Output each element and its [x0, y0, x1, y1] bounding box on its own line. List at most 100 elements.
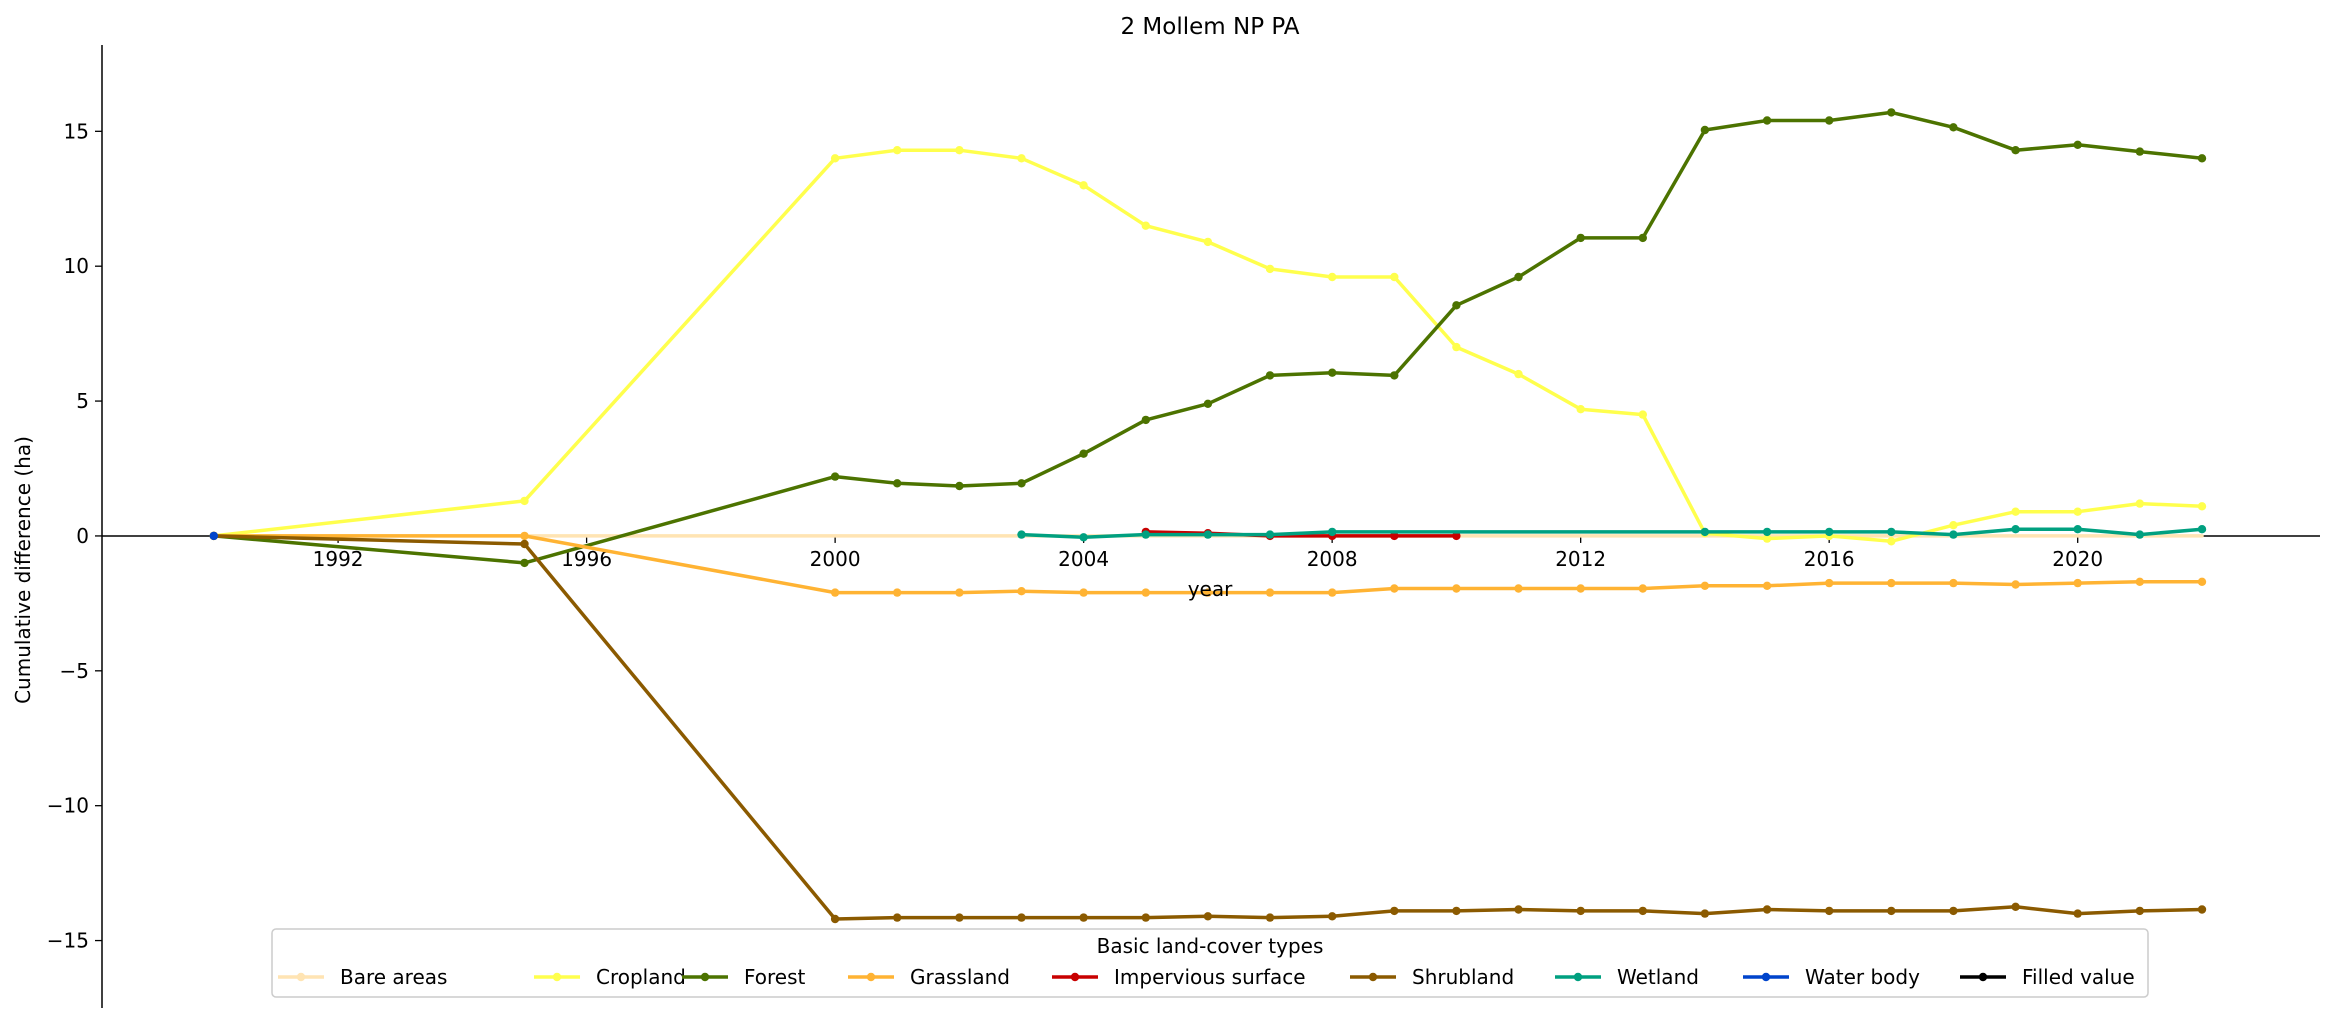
- series-grassland: [209, 531, 2207, 597]
- data-point-shrubland: [1825, 906, 1834, 916]
- data-point-grassland: [1825, 578, 1834, 588]
- data-point-cropland: [1390, 272, 1399, 282]
- data-point-grassland: [830, 588, 840, 597]
- legend-title: Basic land-cover types: [1097, 934, 1324, 958]
- data-point-grassland: [1452, 584, 1461, 593]
- data-point-grassland: [1265, 588, 1275, 597]
- data-point-wetland: [1328, 527, 1337, 537]
- data-point-cropland: [520, 496, 529, 506]
- data-point-impervious-surface: [1390, 531, 1399, 541]
- legend-marker: [866, 972, 876, 982]
- data-point-shrubland: [1079, 913, 1088, 922]
- data-point-forest: [1141, 415, 1151, 425]
- data-point-impervious-surface: [1452, 531, 1461, 541]
- series-forest: [209, 108, 2207, 568]
- data-point-forest: [2011, 146, 2020, 155]
- data-point-wetland: [1825, 527, 1834, 537]
- legend-marker: [552, 972, 562, 982]
- data-point-grassland: [1141, 588, 1151, 597]
- legend-label: Wetland: [1617, 965, 1699, 989]
- data-point-cropland: [1949, 521, 1958, 530]
- data-point-forest: [955, 481, 964, 491]
- legend-label: Forest: [744, 965, 806, 989]
- data-point-grassland: [2197, 577, 2207, 586]
- y-tick-label: 5: [76, 389, 89, 413]
- data-point-wetland: [1203, 530, 1213, 539]
- data-point-wetland: [2011, 525, 2020, 534]
- data-point-grassland: [893, 588, 902, 597]
- data-point-grassland: [1514, 584, 1523, 593]
- data-point-cropland: [955, 146, 964, 155]
- data-point-grassland: [2011, 580, 2020, 589]
- series-line-cropland: [212, 148, 2204, 544]
- series-shrubland: [209, 531, 2207, 924]
- data-point-grassland: [2135, 577, 2144, 586]
- data-point-shrubland: [1203, 912, 1213, 921]
- legend-item-wetland: Wetland: [1555, 965, 1699, 989]
- data-point-forest: [893, 479, 902, 488]
- x-tick-label: 2004: [1058, 547, 1109, 571]
- data-point-shrubland: [1017, 913, 1026, 922]
- data-point-cropland: [2073, 507, 2082, 516]
- data-point-forest: [1825, 116, 1834, 125]
- x-tick-label: 2020: [2052, 547, 2103, 571]
- x-tick-label: 1992: [313, 547, 364, 571]
- data-point-wetland: [1887, 527, 1896, 537]
- legend-item-water-body: Water body: [1743, 965, 1920, 989]
- data-point-forest: [1328, 368, 1337, 377]
- legend-marker: [1070, 972, 1080, 982]
- data-point-wetland: [1141, 530, 1151, 539]
- legend-label: Bare areas: [340, 965, 447, 989]
- data-point-grassland: [1638, 584, 1648, 593]
- chart-title: 2 Mollem NP PA: [1120, 14, 1299, 40]
- data-point-shrubland: [2011, 902, 2020, 911]
- data-point-forest: [1887, 108, 1896, 117]
- x-tick-label: 2000: [810, 547, 861, 571]
- data-point-grassland: [1079, 588, 1088, 597]
- data-point-shrubland: [1265, 913, 1275, 922]
- x-tick-label: 2016: [1804, 547, 1855, 571]
- data-point-grassland: [1887, 578, 1896, 588]
- series-line-forest: [212, 110, 2204, 565]
- y-tick-label: 0: [76, 524, 89, 548]
- data-point-cropland: [2011, 507, 2020, 516]
- data-point-forest: [520, 558, 529, 568]
- data-point-wetland: [2073, 525, 2082, 534]
- data-point-forest: [1452, 301, 1461, 310]
- data-point-forest: [1514, 272, 1523, 282]
- data-point-cropland: [1079, 181, 1088, 190]
- x-tick-label: 2012: [1555, 547, 1606, 571]
- data-point-wetland: [1949, 530, 1958, 539]
- data-point-cropland: [1887, 537, 1896, 546]
- data-point-shrubland: [2135, 906, 2144, 916]
- data-point-cropland: [1017, 154, 1026, 163]
- y-tick-label: −10: [47, 794, 89, 818]
- data-point-cropland: [1265, 264, 1275, 274]
- y-axis-label: Cumulative difference (ha): [11, 436, 35, 704]
- data-point-forest: [1390, 371, 1399, 380]
- plot-area: [209, 108, 2207, 924]
- data-point-cropland: [1762, 534, 1772, 543]
- legend-label: Shrubland: [1412, 965, 1514, 989]
- legend-marker: [1978, 972, 1988, 982]
- legend-frame: [271, 928, 2149, 998]
- data-point-cropland: [1638, 410, 1648, 419]
- data-point-wetland: [1762, 527, 1772, 537]
- legend-label: Cropland: [596, 965, 686, 989]
- data-point-shrubland: [955, 913, 964, 922]
- data-point-grassland: [1328, 588, 1337, 597]
- data-point-shrubland: [1390, 906, 1399, 916]
- data-point-forest: [1638, 233, 1648, 243]
- legend-item-impervious-surface: Impervious surface: [1052, 965, 1306, 989]
- data-point-grassland: [1017, 587, 1026, 596]
- data-point-grassland: [1390, 584, 1399, 593]
- data-point-grassland: [955, 588, 964, 597]
- x-axis-label: year: [1188, 577, 1233, 601]
- data-point-shrubland: [1328, 912, 1337, 921]
- data-point-cropland: [1514, 369, 1523, 379]
- legend-label: Grassland: [910, 965, 1010, 989]
- data-point-shrubland: [1452, 906, 1461, 916]
- legend-item-grassland: Grassland: [848, 965, 1010, 989]
- legend-marker: [1573, 972, 1583, 982]
